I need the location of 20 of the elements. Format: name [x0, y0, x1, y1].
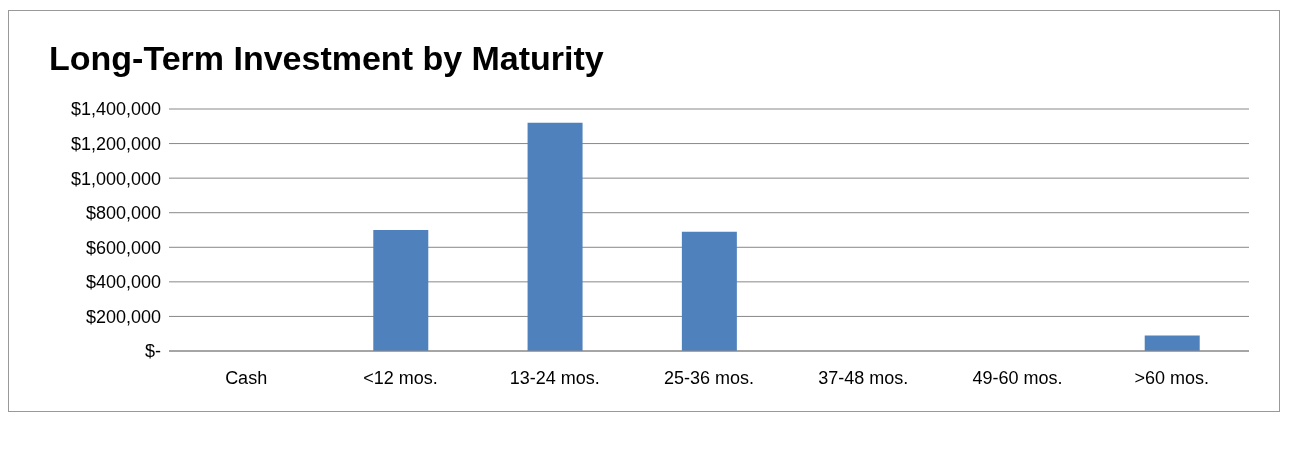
x-tick-label: Cash [225, 367, 268, 388]
y-tick-label: $- [144, 341, 161, 362]
x-tick-label: <12 mos. [363, 367, 438, 388]
y-tick-label: $1,200,000 [70, 133, 161, 154]
y-tick-label: $1,000,000 [70, 168, 161, 189]
y-tick-label: $800,000 [85, 203, 161, 224]
bar [373, 230, 429, 351]
bar [1144, 335, 1200, 351]
x-tick-label: >60 mos. [1134, 367, 1210, 388]
y-tick-label: $200,000 [85, 306, 161, 327]
x-tick-label: 37-48 mos. [818, 367, 909, 388]
chart-title: Long-Term Investment by Maturity [49, 39, 604, 78]
x-tick-label: 13-24 mos. [509, 367, 600, 388]
y-tick-label: $600,000 [85, 237, 161, 258]
y-tick-label: $400,000 [85, 272, 161, 293]
bar [681, 231, 737, 351]
bar [527, 122, 583, 351]
x-tick-label: 49-60 mos. [972, 367, 1063, 388]
x-tick-label: 25-36 mos. [663, 367, 755, 388]
y-tick-label: $1,400,000 [70, 99, 161, 120]
